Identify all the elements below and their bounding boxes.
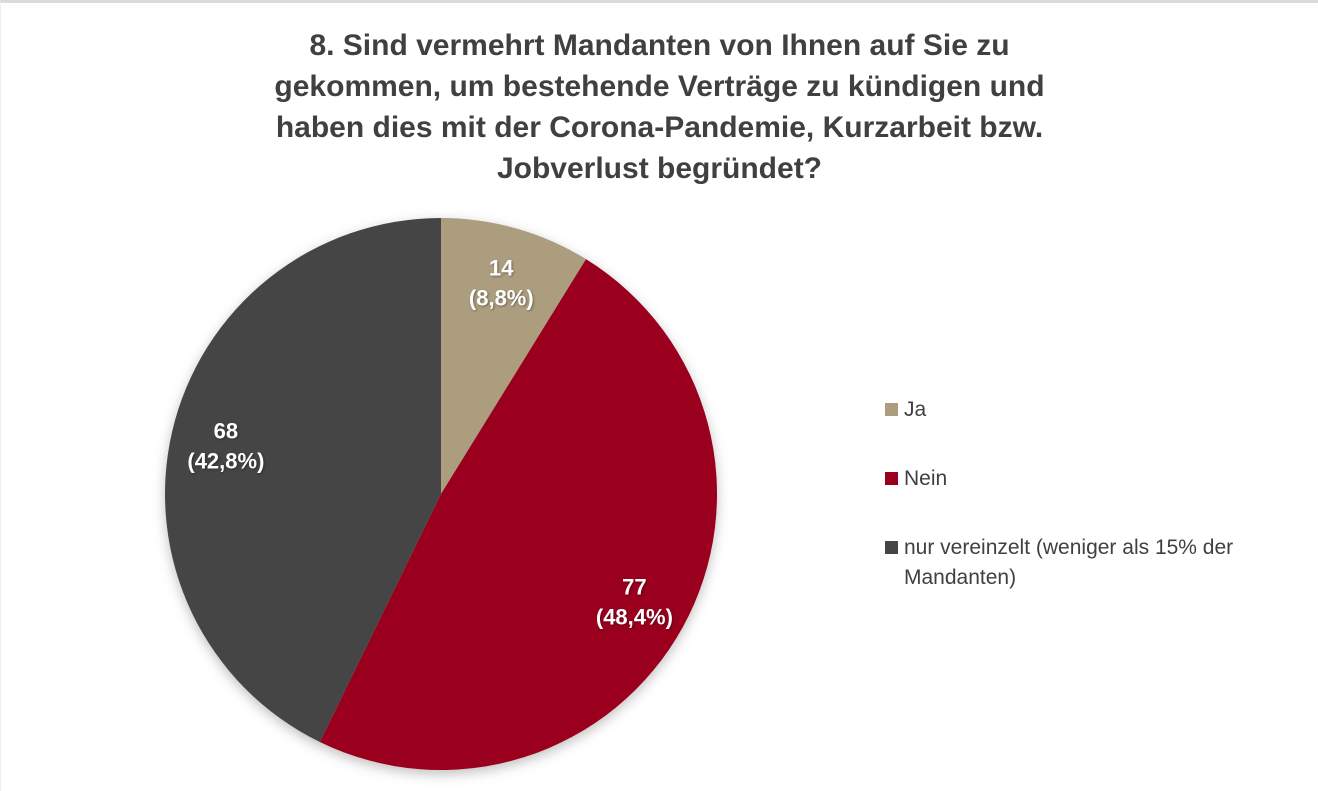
legend-swatch-ja-icon bbox=[885, 403, 898, 416]
chart-title-line-1: 8. Sind vermehrt Mandanten von Ihnen auf… bbox=[309, 29, 1010, 62]
chart-title-line-3: haben dies mit der Corona-Pandemie, Kurz… bbox=[275, 111, 1044, 144]
pie-slice-data-label: (48,4%) bbox=[596, 605, 673, 630]
legend-item-nein: Nein bbox=[885, 464, 1309, 494]
legend-swatch-nur-vereinzelt-icon bbox=[885, 541, 898, 554]
chart-title-line-2: gekommen, um bestehende Verträge zu künd… bbox=[274, 70, 1045, 103]
chart-title: 8. Sind vermehrt Mandanten von Ihnen auf… bbox=[1, 25, 1318, 189]
pie-slice-data-label: 68 bbox=[214, 418, 238, 443]
pie-chart: 14 (8,8%) 77 (48,4%) 68 (42,8%) bbox=[164, 218, 718, 771]
pie-slice-2 bbox=[319, 259, 718, 771]
legend-swatch-nein-icon bbox=[885, 472, 898, 485]
chart-title-line-4: Jobverlust begründet? bbox=[496, 152, 823, 185]
pie-slice-data-label: 14 bbox=[489, 256, 514, 281]
pie-slice-data-label: (8,8%) bbox=[469, 286, 534, 311]
legend-label-nein: Nein bbox=[904, 467, 948, 490]
pie-slice-1 bbox=[441, 218, 587, 494]
legend-label-nur-vereinzelt: nur vereinzelt (weniger als 15% der Mand… bbox=[904, 536, 1234, 589]
pie-slice-3 bbox=[164, 218, 441, 742]
pie-slice-data-label: (42,8%) bbox=[187, 448, 264, 473]
legend: Ja Nein nur vereinzelt (weniger als 15% … bbox=[885, 395, 1309, 593]
legend-item-nur-vereinzelt: nur vereinzelt (weniger als 15% der Mand… bbox=[885, 533, 1309, 593]
legend-item-ja: Ja bbox=[885, 395, 1309, 425]
legend-label-ja: Ja bbox=[904, 398, 927, 421]
pie-slice-data-label: 77 bbox=[622, 575, 646, 600]
